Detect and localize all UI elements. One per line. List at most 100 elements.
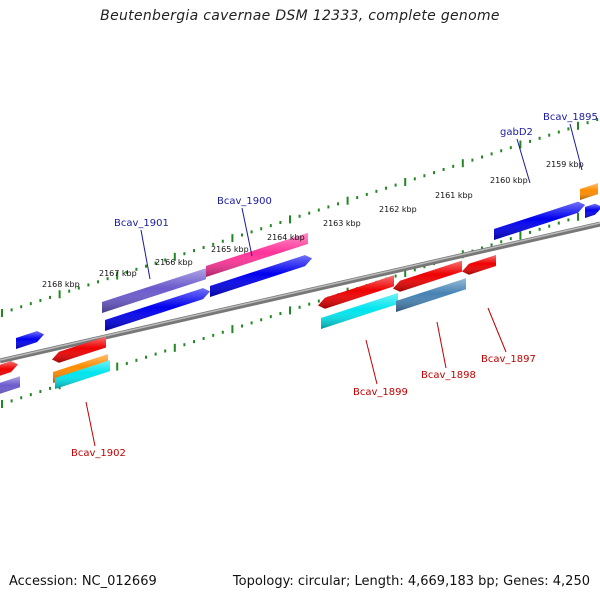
inner-ruler-tick (567, 218, 570, 222)
outer-ruler-tick (49, 295, 51, 299)
outer-ruler-tick (183, 252, 186, 256)
outer-ruler-tick (567, 127, 570, 131)
outer-ruler-tick (87, 283, 90, 287)
gene-arrow-shade (396, 278, 466, 312)
outer-ruler (1, 118, 599, 317)
outer-ruler-tick (452, 164, 455, 168)
outer-ruler-tick (317, 208, 320, 212)
inner-ruler-tick (538, 227, 541, 231)
inner-ruler-tick (413, 268, 416, 272)
inner-ruler-tick (481, 246, 483, 250)
outer-ruler-tick (289, 215, 291, 224)
inner-ruler-tick (164, 349, 167, 353)
outer-ruler-tick (481, 155, 483, 159)
backbone-highlight (0, 222, 600, 361)
outer-ruler-tick (586, 121, 589, 125)
outer-ruler-tick (145, 264, 147, 268)
map-title: Beutenbergia cavernae DSM 12333, complet… (100, 8, 500, 24)
inner-ruler-tick (317, 299, 320, 303)
outer-ruler-tick (1, 309, 3, 317)
outer-ruler-tick (413, 177, 416, 181)
outer-ruler-tick (385, 186, 387, 190)
inner-ruler-tick (125, 361, 128, 365)
inner-ruler-tick (173, 343, 176, 352)
kbp-label: 2161 kbp (435, 191, 473, 200)
inner-ruler-tick (269, 315, 272, 319)
outer-ruler-tick (529, 139, 531, 143)
kbp-labels: 2159 kbp 2160 kbp 2161 kbp 2162 kbp 2163 kbp… (42, 160, 584, 289)
outer-ruler-tick (509, 146, 512, 150)
gene-arrow-shade (318, 275, 394, 309)
outer-ruler-tick (538, 136, 541, 140)
outer-ruler-tick (221, 239, 224, 243)
kbp-label: 2162 kbp (379, 205, 417, 214)
inner-ruler-tick (289, 306, 291, 315)
outer-ruler-tick (20, 305, 23, 309)
outer-ruler-tick (97, 280, 99, 284)
gene-arrow-shade (55, 360, 110, 389)
inner-ruler-tick (250, 321, 253, 325)
inner-ruler-tick (1, 400, 3, 408)
outer-ruler-tick (250, 230, 253, 234)
inner-ruler-tick (394, 274, 397, 278)
outer-ruler-tick (106, 277, 109, 281)
label-connector (487, 307, 507, 353)
outer-ruler-tick (279, 221, 282, 225)
outer-ruler-tick (10, 308, 13, 312)
outer-ruler-tick (154, 261, 157, 265)
inner-ruler-tick (202, 336, 205, 340)
label-connector (241, 207, 253, 257)
gene-label: Bcav_1895 (543, 112, 598, 123)
inner-ruler-tick (20, 396, 23, 400)
outer-ruler-tick (500, 149, 503, 153)
gene-arrow-shade (580, 183, 598, 200)
gene-label: Bcav_1900 (217, 196, 272, 207)
label-connector (569, 123, 583, 171)
kbp-label: 2168 kbp (42, 280, 80, 289)
inner-ruler-tick (490, 243, 493, 247)
topology-text: Topology: circular; Length: 4,669,183 bp… (232, 574, 590, 589)
outer-ruler-tick (269, 224, 272, 228)
outer-ruler-tick (298, 214, 301, 218)
outer-ruler-tick (404, 177, 407, 186)
outer-ruler-tick (125, 270, 128, 274)
inner-ruler-tick (212, 333, 215, 337)
label-connectors (85, 123, 583, 447)
inner-ruler-tick (548, 224, 551, 228)
outer-ruler-tick (116, 271, 119, 280)
inner-ruler-tick (577, 212, 579, 221)
backbone-line (0, 221, 600, 364)
outer-ruler-tick (260, 227, 263, 231)
inner-ruler-tick (404, 268, 407, 277)
outer-ruler-tick (58, 290, 61, 299)
inner-ruler-tick (193, 340, 195, 344)
outer-ruler-tick (394, 183, 397, 187)
kbp-label: 2159 kbp (546, 160, 584, 169)
gene-arrow-shade (0, 376, 20, 394)
outer-ruler-tick (375, 189, 378, 193)
label-connector (85, 401, 96, 447)
outer-ruler-tick (327, 205, 330, 209)
outer-ruler-tick (241, 233, 243, 237)
outer-ruler-tick (356, 196, 359, 200)
gene-label: Bcav_1902 (71, 448, 126, 459)
gene-arrow-shade (0, 361, 18, 376)
outer-ruler-tick (231, 234, 234, 243)
gene-labels: Bcav_1895 gabD2 Bcav_1900 Bcav_1901 Bcav_189… (71, 112, 598, 459)
outer-ruler-tick (433, 171, 435, 175)
outer-ruler-tick (442, 167, 445, 171)
outer-ruler-tick (135, 267, 138, 271)
gene-arrow-shade (102, 268, 206, 313)
outer-ruler-tick (29, 302, 32, 306)
inner-ruler-tick (500, 240, 503, 244)
gene-arrow-shade (393, 260, 462, 292)
inner-ruler-tick (145, 355, 147, 359)
inner-ruler-tick (519, 231, 522, 240)
inner-ruler-tick (231, 325, 234, 334)
outer-ruler-tick (490, 152, 493, 156)
outer-ruler-tick (548, 133, 551, 137)
inner-ruler-tick (529, 230, 531, 234)
outer-ruler-tick (471, 158, 474, 162)
inner-ruler-tick (116, 362, 119, 371)
label-connector (365, 339, 378, 385)
